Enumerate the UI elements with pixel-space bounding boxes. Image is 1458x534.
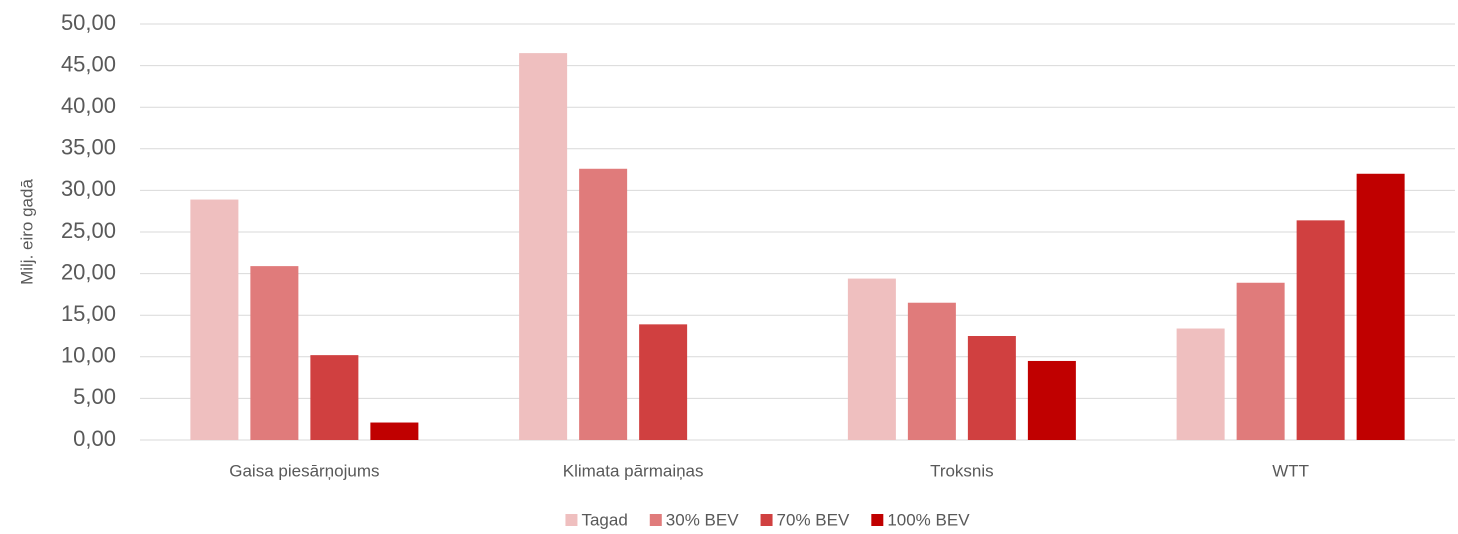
x-tick-label: WTT	[1272, 461, 1309, 480]
x-tick-label: Gaisa piesārņojums	[229, 461, 379, 480]
bar	[1176, 328, 1225, 440]
bar	[519, 53, 568, 441]
bar	[250, 266, 299, 440]
bar	[967, 336, 1016, 440]
y-tick-label: 20,00	[61, 259, 116, 284]
y-tick-label: 25,00	[61, 218, 116, 243]
legend-swatch	[871, 514, 884, 526]
bar	[1027, 360, 1076, 440]
y-tick-label: 5,00	[73, 384, 116, 409]
bar	[1356, 173, 1405, 440]
x-tick-label: Klimata pārmaiņas	[563, 461, 704, 480]
legend-label: 30% BEV	[666, 510, 739, 529]
bar	[310, 355, 359, 440]
bar	[907, 302, 956, 440]
legend-swatch	[760, 514, 773, 526]
y-tick-label: 35,00	[61, 135, 116, 160]
y-tick-label: 30,00	[61, 176, 116, 201]
y-tick-label: 45,00	[61, 51, 116, 76]
bar	[370, 422, 419, 440]
legend-label: 100% BEV	[887, 510, 970, 529]
y-tick-label: 15,00	[61, 301, 116, 326]
y-tick-label: 40,00	[61, 93, 116, 118]
legend-label: 70% BEV	[777, 510, 850, 529]
legend-label: Tagad	[581, 510, 627, 529]
bar	[1236, 282, 1285, 440]
legend-swatch	[565, 514, 578, 526]
bar	[579, 168, 628, 440]
y-tick-label: 50,00	[61, 10, 116, 35]
legend-swatch	[649, 514, 662, 526]
y-tick-label: 10,00	[61, 343, 116, 368]
x-tick-label: Troksnis	[930, 461, 994, 480]
bar	[847, 278, 896, 440]
bar	[190, 199, 239, 440]
y-tick-label: 0,00	[73, 426, 116, 451]
y-axis-label: Milj. eiro gadā	[17, 179, 36, 285]
bar	[639, 324, 688, 440]
bar	[1296, 220, 1345, 440]
